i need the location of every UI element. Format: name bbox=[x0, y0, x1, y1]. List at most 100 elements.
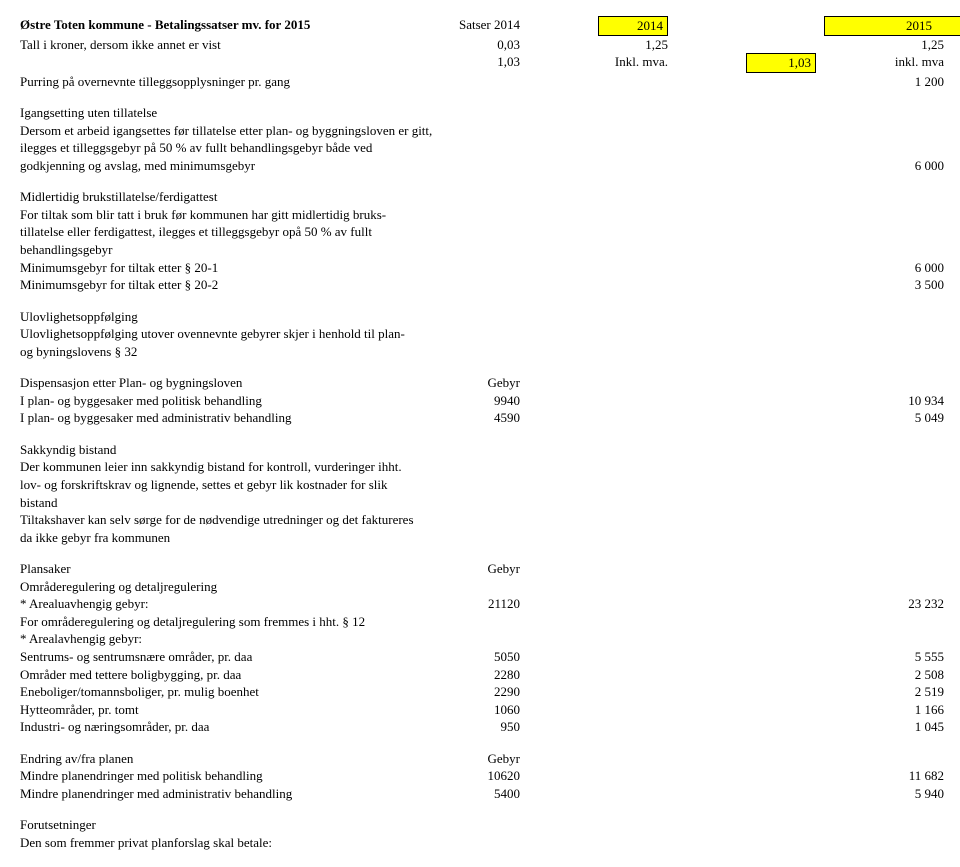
s6-r5d: 1 166 bbox=[824, 701, 944, 719]
s6-r2: Sentrums- og sentrumsnære områder, pr. d… bbox=[20, 648, 940, 666]
s4-r2: I plan- og byggesaker med administrativ … bbox=[20, 409, 940, 427]
s5-l5: da ikke gebyr fra kommunen bbox=[20, 529, 580, 547]
s1-l1: Dersom et arbeid igangsettes før tillate… bbox=[20, 122, 580, 140]
s3-l1: Ulovlighetsoppfølging utover ovennevnte … bbox=[20, 325, 580, 343]
doc-title: Østre Toten kommune - Betalingssatser mv… bbox=[20, 16, 380, 36]
s1-l2: ilegges et tilleggsgebyr på 50 % av full… bbox=[20, 139, 580, 157]
s4-r1a: 9940 bbox=[380, 392, 528, 410]
s5-l4: Tiltakshaver kan selv sørge for de nødve… bbox=[20, 511, 580, 529]
s2-r2-val: 3 500 bbox=[824, 276, 944, 294]
col-2015-box: 2015 bbox=[824, 16, 960, 36]
s6-sub2: * Arealavhengig gebyr: bbox=[20, 630, 580, 648]
r2c-box: 1,03 bbox=[676, 53, 824, 73]
s6-l1: For områderegulering og detaljregulering… bbox=[20, 613, 580, 631]
purring-row: Purring på overnevnte tilleggsopplysning… bbox=[20, 73, 940, 91]
s6-r3a: 2280 bbox=[380, 666, 528, 684]
s4-r2a: 4590 bbox=[380, 409, 528, 427]
s4-r2-label: I plan- og byggesaker med administrativ … bbox=[20, 409, 380, 427]
r2b: Inkl. mva. bbox=[528, 53, 676, 73]
s2-r2: Minimumsgebyr for tiltak etter § 20-2 3 … bbox=[20, 276, 940, 294]
s6-r4: Eneboliger/tomannsboliger, pr. mulig boe… bbox=[20, 683, 940, 701]
s4-heading: Dispensasjon etter Plan- og bygningslove… bbox=[20, 374, 380, 392]
s6-r5-label: Hytteområder, pr. tomt bbox=[20, 701, 380, 719]
s6-r6-label: Industri- og næringsområder, pr. daa bbox=[20, 718, 380, 736]
purring-label: Purring på overnevnte tilleggsopplysning… bbox=[20, 73, 380, 91]
s8-heading: Forutsetninger bbox=[20, 816, 580, 834]
s1-l3: godkjenning og avslag, med minimumsgebyr bbox=[20, 157, 380, 175]
s6-r3: Områder med tettere boligbygging, pr. da… bbox=[20, 666, 940, 684]
s6-head: Plansaker Gebyr bbox=[20, 560, 940, 578]
s2-r1: Minimumsgebyr for tiltak etter § 20-1 6 … bbox=[20, 259, 940, 277]
s6-r2d: 5 555 bbox=[824, 648, 944, 666]
s2-heading: Midlertidig brukstillatelse/ferdigattest bbox=[20, 188, 580, 206]
s3-heading: Ulovlighetsoppfølging bbox=[20, 308, 580, 326]
col-2015: 2015 bbox=[824, 16, 960, 36]
s4-r1-label: I plan- og byggesaker med politisk behan… bbox=[20, 392, 380, 410]
col-2014: 2014 bbox=[598, 16, 668, 36]
s2-l1: For tiltak som blir tatt i bruk før komm… bbox=[20, 206, 580, 224]
s7-gebyr: Gebyr bbox=[380, 750, 528, 768]
s6-r2-label: Sentrums- og sentrumsnære områder, pr. d… bbox=[20, 648, 380, 666]
s2-r2-label: Minimumsgebyr for tiltak etter § 20-2 bbox=[20, 276, 380, 294]
r1c: 1,25 bbox=[824, 36, 944, 54]
s4-r1: I plan- og byggesaker med politisk behan… bbox=[20, 392, 940, 410]
s2-r1-val: 6 000 bbox=[824, 259, 944, 277]
s5-heading: Sakkyndig bistand bbox=[20, 441, 580, 459]
s6-r1-label: * Arealuavhengig gebyr: bbox=[20, 595, 380, 613]
s6-r1d: 23 232 bbox=[824, 595, 944, 613]
s5-l1: Der kommunen leier inn sakkyndig bistand… bbox=[20, 458, 580, 476]
s5-l3: bistand bbox=[20, 494, 580, 512]
s7-head: Endring av/fra planen Gebyr bbox=[20, 750, 940, 768]
col-2014-box: 2014 bbox=[528, 16, 676, 36]
s7-r1a: 10620 bbox=[380, 767, 528, 785]
s6-r2a: 5050 bbox=[380, 648, 528, 666]
purring-val: 1 200 bbox=[824, 73, 944, 91]
s7-r2: Mindre planendringer med administrativ b… bbox=[20, 785, 940, 803]
s6-r3-label: Områder med tettere boligbygging, pr. da… bbox=[20, 666, 380, 684]
header-row-3: 1,03 Inkl. mva. 1,03 inkl. mva bbox=[20, 53, 940, 73]
header-row-2: Tall i kroner, dersom ikke annet er vist… bbox=[20, 36, 940, 54]
s6-r3d: 2 508 bbox=[824, 666, 944, 684]
header-row-1: Østre Toten kommune - Betalingssatser mv… bbox=[20, 16, 940, 36]
s8-l1: Den som fremmer privat planforslag skal … bbox=[20, 834, 580, 852]
s4-r2d: 5 049 bbox=[824, 409, 944, 427]
spacer bbox=[676, 73, 824, 91]
s7-heading: Endring av/fra planen bbox=[20, 750, 380, 768]
s6-r5: Hytteområder, pr. tomt 1060 1 166 bbox=[20, 701, 940, 719]
s6-gebyr: Gebyr bbox=[380, 560, 528, 578]
s3-l2: og byningslovens § 32 bbox=[20, 343, 580, 361]
r1b: 1,25 bbox=[528, 36, 676, 54]
spacer bbox=[676, 16, 824, 36]
tall-label: Tall i kroner, dersom ikke annet er vist bbox=[20, 36, 380, 54]
col-satser: Satser 2014 bbox=[380, 16, 528, 36]
s6-heading: Plansaker bbox=[20, 560, 380, 578]
s7-r1-label: Mindre planendringer med politisk behand… bbox=[20, 767, 380, 785]
s4-r1d: 10 934 bbox=[824, 392, 944, 410]
s6-r1a: 21120 bbox=[380, 595, 528, 613]
s4-gebyr: Gebyr bbox=[380, 374, 528, 392]
s2-l2: tillatelse eller ferdigattest, ilegges e… bbox=[20, 223, 580, 241]
r1a: 0,03 bbox=[380, 36, 528, 54]
s5-l2: lov- og forskriftskrav og lignende, sett… bbox=[20, 476, 580, 494]
s6-sub1: Områderegulering og detaljregulering bbox=[20, 578, 580, 596]
s1-heading: Igangsetting uten tillatelse bbox=[20, 104, 580, 122]
s7-r2d: 5 940 bbox=[824, 785, 944, 803]
s6-r5a: 1060 bbox=[380, 701, 528, 719]
s6-r4-label: Eneboliger/tomannsboliger, pr. mulig boe… bbox=[20, 683, 380, 701]
s6-r4d: 2 519 bbox=[824, 683, 944, 701]
s6-r6d: 1 045 bbox=[824, 718, 944, 736]
r2a: 1,03 bbox=[380, 53, 528, 73]
s2-l3: behandlingsgebyr bbox=[20, 241, 580, 259]
spacer bbox=[676, 36, 824, 54]
spacer bbox=[380, 73, 528, 91]
s7-r2a: 5400 bbox=[380, 785, 528, 803]
s7-r1d: 11 682 bbox=[824, 767, 944, 785]
s6-r4a: 2290 bbox=[380, 683, 528, 701]
spacer bbox=[528, 73, 676, 91]
s6-r1: * Arealuavhengig gebyr: 21120 23 232 bbox=[20, 595, 940, 613]
spacer bbox=[20, 53, 380, 73]
r2d: inkl. mva bbox=[824, 53, 944, 73]
s2-r1-label: Minimumsgebyr for tiltak etter § 20-1 bbox=[20, 259, 380, 277]
s6-r6a: 950 bbox=[380, 718, 528, 736]
s1-row: godkjenning og avslag, med minimumsgebyr… bbox=[20, 157, 940, 175]
